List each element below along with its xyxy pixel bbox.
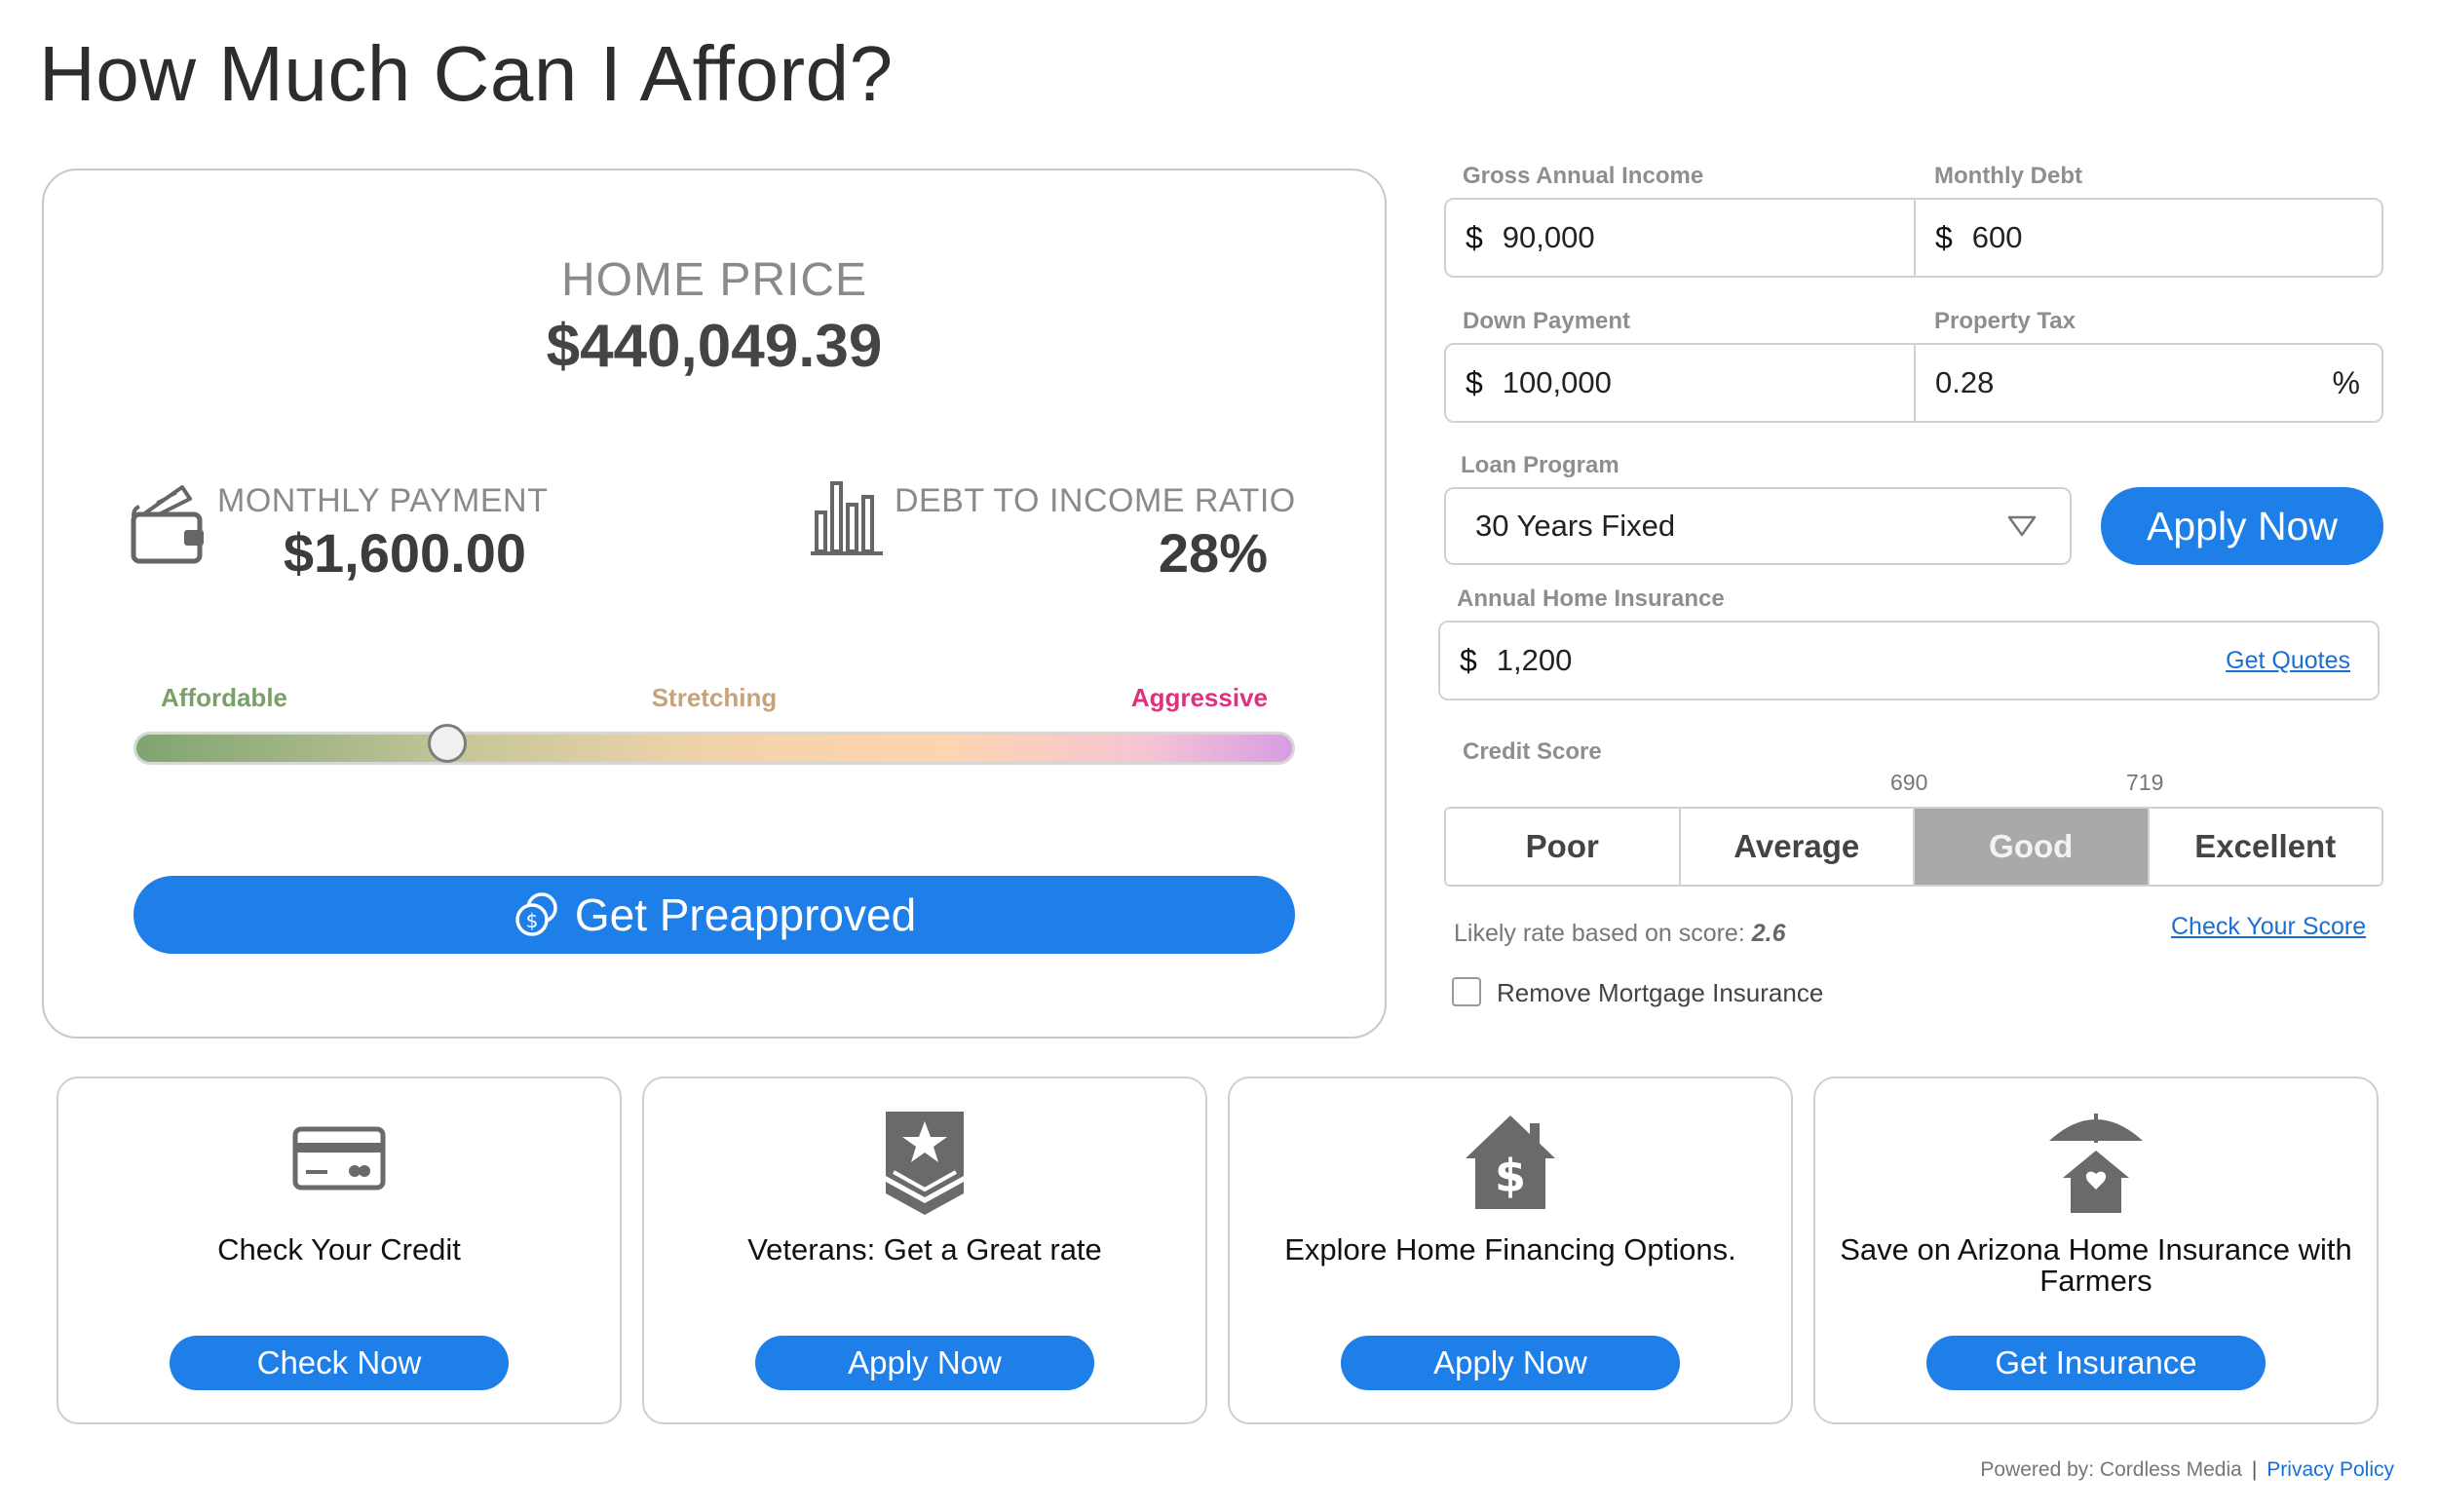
- credit-option-poor[interactable]: Poor: [1446, 809, 1681, 885]
- svg-text:$: $: [525, 909, 538, 932]
- loan-program-select[interactable]: 30 Years Fixed: [1444, 487, 2072, 565]
- check-credit-card: Check Your Credit Check Now: [57, 1077, 622, 1424]
- check-your-score-link[interactable]: Check Your Score: [2171, 913, 2367, 940]
- likely-rate-value: 2.6: [1751, 920, 1786, 947]
- monthly-payment-label: MONTHLY PAYMENT: [217, 482, 549, 519]
- coins-icon: $: [515, 892, 557, 936]
- card-text: Veterans: Get a Great rate: [747, 1232, 1102, 1266]
- home-insurance-label: Annual Home Insurance: [1457, 586, 1725, 612]
- down-payment-field[interactable]: $ 100,000: [1444, 343, 1916, 423]
- range-aggressive-label: Aggressive: [1130, 683, 1268, 712]
- wallet-icon: [131, 485, 204, 564]
- loan-program-label: Loan Program: [1461, 452, 1619, 478]
- affordability-slider-track[interactable]: [133, 732, 1295, 765]
- apply-now-veterans-button[interactable]: Apply Now: [755, 1336, 1094, 1390]
- credit-threshold-690: 690: [1890, 770, 1928, 795]
- bar-chart-icon: [811, 481, 883, 555]
- get-preapproved-button[interactable]: $ Get Preapproved: [133, 876, 1295, 954]
- powered-by-text: Powered by: Cordless Media: [1980, 1458, 2242, 1481]
- gross-income-label: Gross Annual Income: [1463, 163, 1704, 189]
- monthly-debt-label: Monthly Debt: [1934, 163, 2082, 189]
- card-text: Save on Arizona Home Insurance with Farm…: [1840, 1232, 2352, 1298]
- svg-text:$: $: [1495, 1150, 1526, 1202]
- chevron-down-icon: [2007, 515, 2037, 537]
- footer-separator: |: [2251, 1458, 2258, 1481]
- umbrella-house-icon: [2049, 1114, 2143, 1213]
- credit-option-good[interactable]: Good: [1915, 809, 2150, 885]
- gross-income-field[interactable]: $ 90,000: [1444, 198, 1916, 278]
- property-tax-value: 0.28: [1935, 365, 1995, 399]
- military-badge-icon: [886, 1112, 964, 1215]
- credit-option-average[interactable]: Average: [1680, 809, 1915, 885]
- down-payment-value: 100,000: [1502, 365, 1612, 399]
- get-insurance-button[interactable]: Get Insurance: [1926, 1336, 2266, 1390]
- currency-symbol: $: [1460, 642, 1477, 678]
- credit-option-excellent[interactable]: Excellent: [2149, 809, 2381, 885]
- home-price-value: $440,049.39: [546, 313, 883, 380]
- currency-symbol: $: [1935, 219, 1953, 255]
- property-tax-field[interactable]: 0.28 %: [1914, 343, 2383, 423]
- gross-income-value: 90,000: [1502, 220, 1595, 254]
- currency-symbol: $: [1466, 219, 1483, 255]
- loan-program-value: 30 Years Fixed: [1475, 509, 1676, 543]
- home-price-label: HOME PRICE: [560, 254, 868, 306]
- apply-now-financing-button[interactable]: Apply Now: [1341, 1336, 1680, 1390]
- apply-now-button[interactable]: Apply Now: [2101, 487, 2383, 565]
- range-stretching-label: Stretching: [651, 683, 778, 712]
- home-insurance-value: 1,200: [1496, 643, 1573, 677]
- monthly-debt-value: 600: [1971, 220, 2023, 254]
- dti-value: 28%: [1158, 522, 1268, 584]
- property-tax-label: Property Tax: [1934, 308, 2076, 334]
- credit-score-label: Credit Score: [1463, 738, 1602, 765]
- percent-symbol: %: [2332, 364, 2360, 400]
- remove-mortgage-insurance-label: Remove Mortgage Insurance: [1497, 978, 1824, 1007]
- get-preapproved-label: Get Preapproved: [574, 889, 917, 940]
- currency-symbol: $: [1466, 364, 1483, 400]
- likely-rate: Likely rate based on score: 2.6: [1454, 920, 1786, 948]
- range-affordable-label: Affordable: [161, 683, 287, 712]
- home-insurance-field[interactable]: $ 1,200 Get Quotes: [1438, 621, 2380, 700]
- veterans-card: Veterans: Get a Great rate Apply Now: [642, 1077, 1207, 1424]
- check-now-button[interactable]: Check Now: [170, 1336, 509, 1390]
- page-title: How Much Can I Afford?: [39, 30, 894, 117]
- affordability-slider-thumb[interactable]: [427, 724, 467, 763]
- home-insurance-card: Save on Arizona Home Insurance with Farm…: [1813, 1077, 2379, 1424]
- card-text: Check Your Credit: [217, 1232, 461, 1266]
- get-quotes-link[interactable]: Get Quotes: [2226, 646, 2350, 674]
- credit-card-icon: [292, 1126, 386, 1191]
- privacy-policy-link[interactable]: Privacy Policy: [2267, 1458, 2394, 1481]
- down-payment-label: Down Payment: [1463, 308, 1631, 334]
- card-text: Explore Home Financing Options.: [1284, 1232, 1736, 1266]
- dti-label: DEBT TO INCOME RATIO: [895, 482, 1296, 519]
- house-dollar-icon: $: [1466, 1115, 1555, 1209]
- remove-mortgage-insurance-checkbox[interactable]: [1452, 977, 1481, 1006]
- credit-score-selector: Poor Average Good Excellent: [1444, 807, 2383, 887]
- home-financing-card: $ Explore Home Financing Options. Apply …: [1228, 1077, 1793, 1424]
- footer: Powered by: Cordless Media | Privacy Polic…: [1980, 1458, 2394, 1482]
- result-card: HOME PRICE $440,049.39 MONTHLY PAYMENT $…: [42, 169, 1387, 1039]
- credit-threshold-719: 719: [2126, 770, 2164, 795]
- monthly-payment-value: $1,600.00: [283, 522, 526, 584]
- likely-rate-text: Likely rate based on score:: [1454, 920, 1745, 947]
- monthly-debt-field[interactable]: $ 600: [1914, 198, 2383, 278]
